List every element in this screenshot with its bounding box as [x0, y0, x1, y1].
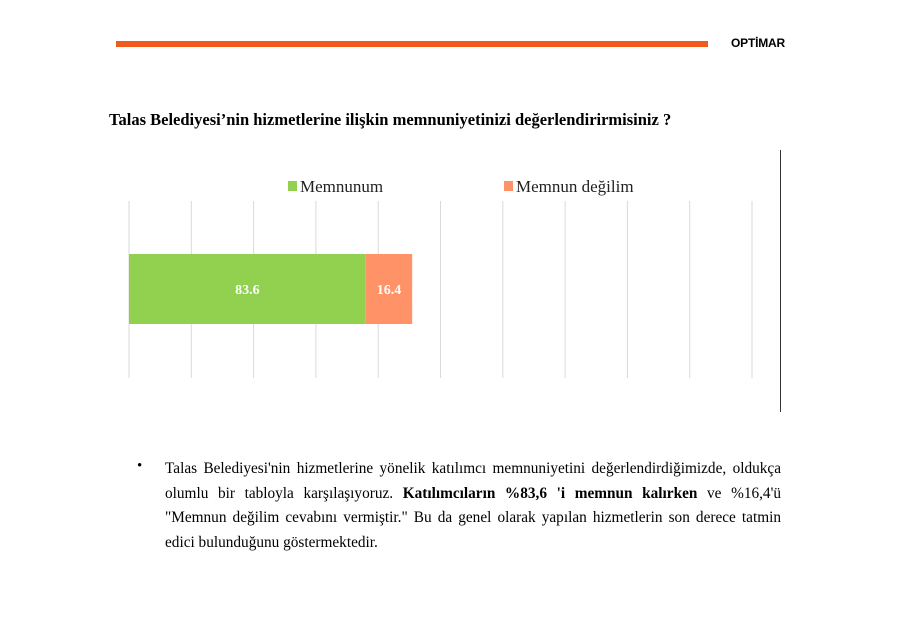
header-rule [116, 41, 708, 47]
paragraph: Talas Belediyesi'nin hizmetlerine yöneli… [165, 457, 781, 555]
legend-label: Memnunum [300, 177, 383, 196]
text-bold: Katılımcıların %83,6 'i memnun kalırken [402, 484, 698, 502]
bar-segment [129, 254, 366, 324]
brand-name: OPTİMAR [731, 36, 785, 50]
legend-swatch [504, 181, 513, 191]
frame-line [780, 150, 781, 412]
legend-swatch [288, 181, 297, 191]
text-part: ve %16,4'ü "Memnun değilim cevabını verm… [165, 484, 781, 551]
data-label: 16.4 [377, 283, 402, 298]
data-label: 83.6 [235, 283, 260, 298]
text-part: Talas Belediyesi'nin hizmetlerine yöneli… [165, 460, 781, 502]
bullet-icon: • [137, 458, 143, 474]
legend-label: Memnun değilim [516, 177, 634, 196]
bar-segment [365, 254, 413, 324]
chart-title: Talas Belediyesi’nin hizmetlerine ilişki… [109, 110, 672, 129]
bullet-item: • Talas Belediyesi'nin hizmetlerine yöne… [137, 457, 781, 555]
